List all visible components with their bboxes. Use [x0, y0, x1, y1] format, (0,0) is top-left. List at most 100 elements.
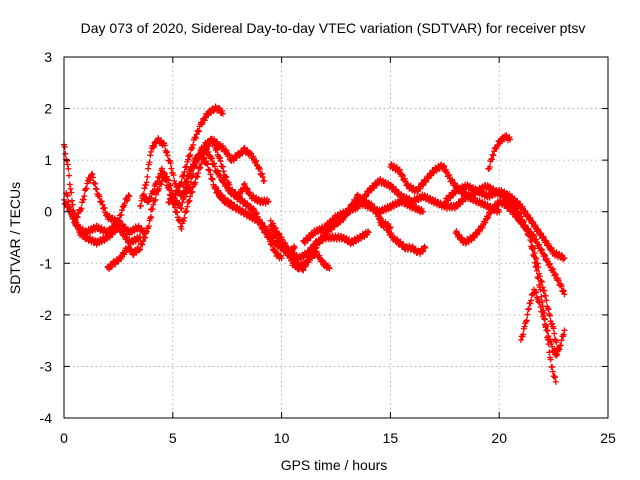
- data-point: [494, 143, 501, 150]
- data-point: [554, 351, 561, 358]
- data-point: [279, 236, 286, 243]
- data-point: [388, 161, 395, 168]
- data-point: [469, 192, 476, 199]
- data-point: [264, 199, 271, 206]
- series-sat-track-3: [63, 190, 133, 237]
- y-tick-label: 1: [44, 152, 52, 168]
- data-point: [560, 287, 567, 294]
- data-point: [421, 192, 428, 199]
- x-axis-label: GPS time / hours: [281, 457, 388, 473]
- x-tick-label: 10: [274, 430, 290, 446]
- data-point: [147, 152, 154, 159]
- data-point: [319, 235, 326, 242]
- data-point: [508, 193, 515, 200]
- data-point: [533, 236, 540, 243]
- data-point: [187, 151, 194, 158]
- data-point: [65, 165, 72, 172]
- data-point: [547, 356, 554, 363]
- data-point: [552, 378, 559, 385]
- data-point: [204, 161, 211, 168]
- data-point: [508, 205, 515, 212]
- data-point: [121, 251, 128, 258]
- plot-frame: [63, 56, 609, 419]
- data-point: [422, 178, 429, 185]
- data-point: [98, 198, 105, 205]
- data-point: [101, 205, 108, 212]
- data-point: [119, 207, 126, 214]
- data-point: [66, 204, 73, 211]
- data-point: [219, 143, 226, 150]
- data-point: [64, 161, 71, 168]
- data-point: [66, 181, 73, 188]
- data-point: [552, 374, 559, 381]
- data-point: [143, 228, 150, 235]
- data-point: [456, 231, 463, 238]
- data-point: [205, 148, 212, 155]
- data-point: [181, 214, 188, 221]
- data-point: [62, 150, 69, 157]
- data-point: [420, 248, 427, 255]
- data-point: [520, 218, 527, 225]
- data-point: [106, 234, 113, 241]
- data-point: [142, 182, 149, 189]
- data-point: [189, 188, 196, 195]
- data-point: [553, 339, 560, 346]
- data-point: [545, 333, 552, 340]
- data-point: [247, 191, 254, 198]
- data-point: [521, 323, 528, 330]
- data-point: [415, 204, 422, 211]
- data-point: [195, 170, 202, 177]
- data-point: [278, 255, 285, 262]
- data-point: [382, 178, 389, 185]
- data-point: [65, 198, 72, 205]
- data-point: [532, 222, 539, 229]
- data-point: [538, 246, 545, 253]
- data-point: [546, 312, 553, 319]
- data-point: [541, 251, 548, 258]
- data-point: [61, 143, 68, 150]
- data-point: [558, 337, 565, 344]
- data-point: [74, 214, 81, 221]
- data-point: [239, 188, 246, 195]
- data-point: [151, 197, 158, 204]
- data-point: [250, 205, 257, 212]
- y-tick-label: -3: [40, 358, 53, 374]
- data-point: [531, 249, 538, 256]
- data-point: [185, 156, 192, 163]
- data-point: [535, 226, 542, 233]
- data-point: [184, 203, 191, 210]
- data-point: [126, 193, 133, 200]
- data-point: [285, 244, 292, 251]
- data-point: [71, 215, 78, 222]
- data-point: [310, 249, 317, 256]
- data-point: [538, 278, 545, 285]
- data-point: [83, 185, 90, 192]
- data-point: [536, 273, 543, 280]
- data-point: [195, 156, 202, 163]
- data-point: [272, 225, 279, 232]
- series-sat-track-19: [441, 181, 568, 263]
- data-point: [541, 315, 548, 322]
- data-point: [208, 155, 215, 162]
- data-point: [420, 208, 427, 215]
- data-point: [544, 327, 551, 334]
- data-point: [68, 211, 75, 218]
- data-point: [163, 148, 170, 155]
- data-point: [145, 165, 152, 172]
- data-point: [182, 179, 189, 186]
- data-point: [223, 147, 230, 154]
- data-point: [422, 244, 429, 251]
- data-point: [542, 237, 549, 244]
- data-point: [517, 213, 524, 220]
- data-point: [152, 196, 159, 203]
- data-point: [538, 308, 545, 315]
- data-point: [200, 155, 207, 162]
- data-point: [178, 225, 185, 232]
- data-point: [163, 177, 170, 184]
- data-point: [554, 347, 561, 354]
- data-point: [319, 257, 326, 264]
- data-point: [399, 172, 406, 179]
- data-point: [549, 320, 556, 327]
- data-point: [549, 343, 556, 350]
